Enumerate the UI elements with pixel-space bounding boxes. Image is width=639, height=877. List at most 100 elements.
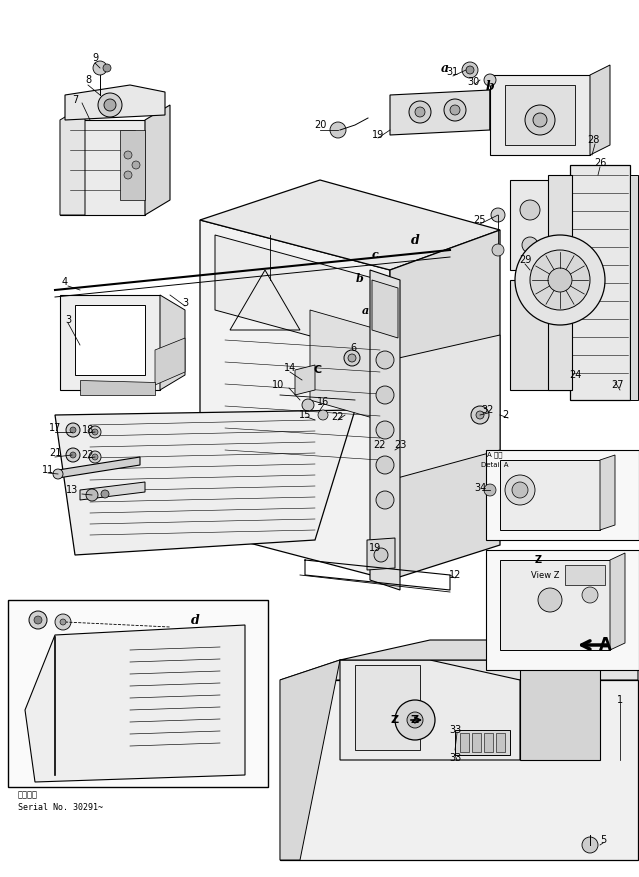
Polygon shape [160, 295, 185, 390]
Text: 22: 22 [82, 450, 94, 460]
Polygon shape [60, 295, 160, 390]
Circle shape [582, 837, 598, 853]
Text: 16: 16 [317, 397, 329, 407]
Circle shape [34, 616, 42, 624]
Circle shape [376, 491, 394, 509]
Circle shape [89, 426, 101, 438]
Text: 29: 29 [519, 255, 531, 265]
Polygon shape [370, 270, 400, 590]
Circle shape [376, 351, 394, 369]
Circle shape [29, 611, 47, 629]
Polygon shape [120, 130, 145, 200]
Polygon shape [8, 600, 268, 787]
Text: 8: 8 [85, 75, 91, 85]
Circle shape [376, 386, 394, 404]
Polygon shape [390, 335, 500, 480]
Circle shape [530, 250, 590, 310]
Circle shape [92, 429, 98, 435]
Circle shape [92, 454, 98, 460]
Text: d: d [411, 233, 419, 246]
Text: 26: 26 [594, 158, 606, 168]
Polygon shape [510, 280, 590, 390]
Text: Z: Z [391, 715, 399, 725]
Text: 23: 23 [394, 440, 406, 450]
Polygon shape [570, 165, 630, 400]
Text: Z: Z [534, 555, 542, 565]
Text: c: c [372, 249, 378, 260]
Circle shape [395, 700, 435, 740]
Circle shape [60, 619, 66, 625]
Polygon shape [472, 733, 481, 752]
Circle shape [318, 410, 328, 420]
Polygon shape [460, 733, 469, 752]
Circle shape [348, 354, 356, 362]
Circle shape [66, 423, 80, 437]
Polygon shape [565, 565, 605, 585]
Polygon shape [590, 270, 620, 390]
Circle shape [533, 113, 547, 127]
Polygon shape [58, 457, 140, 478]
Polygon shape [215, 235, 380, 355]
Text: 12: 12 [449, 570, 461, 580]
Text: Detail A: Detail A [481, 462, 509, 468]
Circle shape [515, 235, 605, 325]
Text: 11: 11 [42, 465, 54, 475]
Circle shape [415, 107, 425, 117]
Text: 20: 20 [314, 120, 326, 130]
Circle shape [124, 171, 132, 179]
Circle shape [466, 66, 474, 74]
Circle shape [407, 712, 423, 728]
Polygon shape [505, 85, 575, 145]
Text: 15: 15 [299, 410, 311, 420]
Polygon shape [145, 105, 170, 215]
Text: A 詳細: A 詳細 [488, 452, 503, 459]
Circle shape [89, 451, 101, 463]
Polygon shape [280, 660, 340, 860]
Circle shape [124, 151, 132, 159]
Circle shape [409, 101, 431, 123]
Circle shape [70, 452, 76, 458]
Circle shape [98, 93, 122, 117]
Polygon shape [484, 733, 493, 752]
Circle shape [476, 411, 484, 419]
Circle shape [444, 99, 466, 121]
Circle shape [86, 489, 98, 501]
Circle shape [93, 61, 107, 75]
Text: 5: 5 [600, 835, 606, 845]
Text: C: C [314, 365, 322, 375]
Polygon shape [548, 175, 572, 390]
Polygon shape [55, 410, 355, 555]
Text: 25: 25 [473, 215, 486, 225]
Polygon shape [200, 180, 500, 270]
Polygon shape [65, 85, 165, 120]
Circle shape [330, 122, 346, 138]
Text: 3: 3 [182, 298, 188, 308]
Text: a: a [362, 304, 369, 316]
Circle shape [548, 268, 572, 292]
Text: 22: 22 [331, 412, 343, 422]
Circle shape [70, 427, 76, 433]
Polygon shape [280, 660, 638, 680]
Text: 1: 1 [617, 695, 623, 705]
Polygon shape [75, 305, 145, 375]
Text: 22: 22 [374, 440, 386, 450]
Polygon shape [390, 230, 500, 580]
Polygon shape [367, 538, 395, 570]
Polygon shape [390, 90, 490, 135]
Polygon shape [520, 640, 600, 760]
Polygon shape [490, 88, 500, 130]
Text: 9: 9 [92, 53, 98, 63]
Circle shape [302, 399, 314, 411]
Polygon shape [355, 665, 420, 750]
Circle shape [492, 244, 504, 256]
Polygon shape [372, 280, 398, 338]
Text: 7: 7 [72, 95, 78, 105]
Circle shape [66, 448, 80, 462]
Polygon shape [496, 733, 505, 752]
Circle shape [520, 200, 540, 220]
Circle shape [104, 99, 116, 111]
Text: 33: 33 [449, 725, 461, 735]
Text: 34: 34 [474, 483, 486, 493]
Polygon shape [510, 180, 575, 270]
Text: 19: 19 [369, 543, 381, 553]
